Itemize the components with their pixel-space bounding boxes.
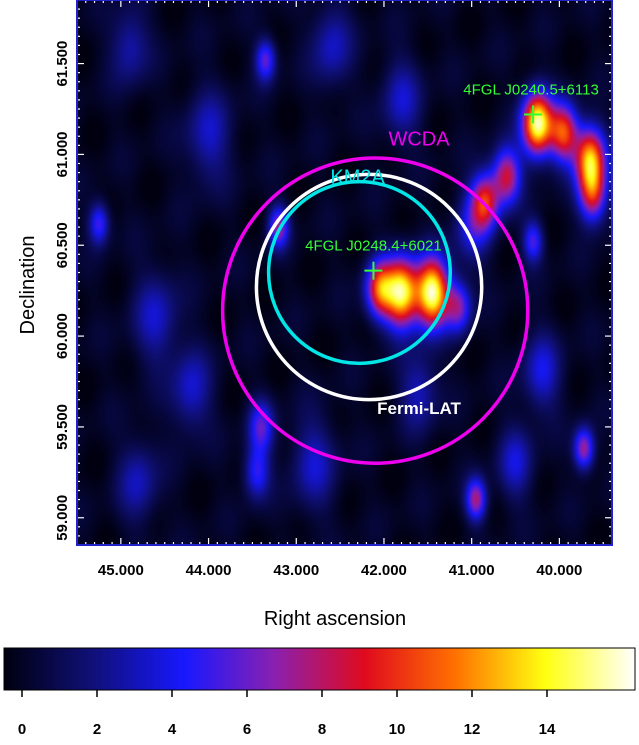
y-tick-label: 59.500 <box>54 404 71 450</box>
y-axis-title: Declination <box>17 236 39 335</box>
x-tick-label: 40.000 <box>536 562 582 579</box>
y-tick-label: 59.000 <box>54 495 71 541</box>
x-tick-label: 42.000 <box>361 562 407 579</box>
y-tick-label: 61.500 <box>54 41 71 87</box>
x-tick-label: 45.000 <box>98 562 144 579</box>
km2a-label: KM2A <box>330 166 385 188</box>
fermi-lat-label: Fermi-LAT <box>377 399 461 418</box>
source-label-1: 4FGL J0240.5+6113 <box>463 81 599 98</box>
colorbar-tick-label: 12 <box>464 721 481 738</box>
source-marker-1 <box>524 105 543 124</box>
wcda-label: WCDA <box>388 128 450 150</box>
x-tick-label: 44.000 <box>186 562 232 579</box>
y-tick-label: 60.500 <box>54 222 71 268</box>
x-tick-label: 41.000 <box>449 562 495 579</box>
x-tick-labels: 45.000 44.000 43.000 42.000 41.000 40.000 <box>98 562 582 579</box>
colorbar-tick-label: 4 <box>168 721 177 738</box>
km2a-circle <box>266 179 452 366</box>
colorbar-tick-label: 14 <box>539 721 556 738</box>
colorbar-tick-label: 10 <box>389 721 406 738</box>
colorbar-tick-label: 8 <box>318 721 326 738</box>
x-tick-label: 43.000 <box>273 562 319 579</box>
y-tick-labels: 59.000 59.500 60.000 60.500 61.000 61.500 <box>54 41 71 541</box>
y-tick-label: 60.000 <box>54 313 71 359</box>
plot-frame <box>76 0 613 546</box>
overlay-layer <box>220 105 543 465</box>
source-label-2: 4FGL J0248.4+6021 <box>305 238 442 255</box>
colorbar-ticks: 0 2 4 6 8 10 12 14 <box>18 690 556 738</box>
colorbar: 0 2 4 6 8 10 12 14 <box>3 647 636 738</box>
colorbar-tick-label: 2 <box>93 721 101 738</box>
colorbar-tick-label: 0 <box>18 721 26 738</box>
fermi-lat-circle <box>254 172 484 402</box>
source-marker-2 <box>364 261 383 280</box>
x-axis-title: Right ascension <box>264 608 406 630</box>
colorbar-bar <box>3 647 636 691</box>
y-tick-label: 61.000 <box>54 131 71 177</box>
colorbar-tick-label: 6 <box>243 721 251 738</box>
wcda-circle <box>220 156 530 465</box>
